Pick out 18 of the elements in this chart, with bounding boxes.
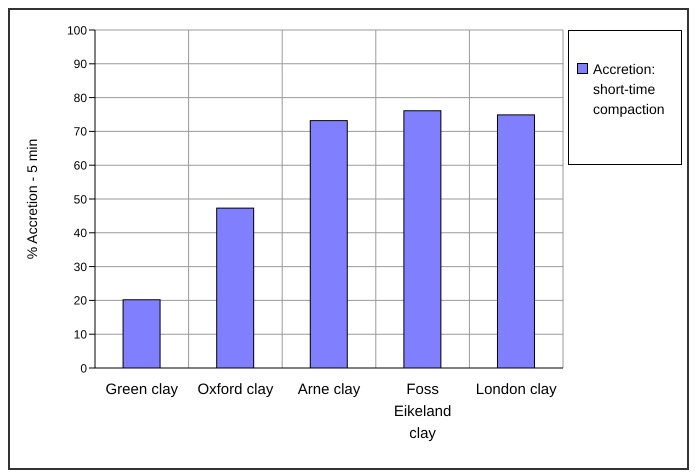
y-tick-label: 80: [74, 90, 88, 105]
legend-label: Accretion: short-time compaction: [593, 60, 666, 119]
y-axis-title: % Accretion - 5 min: [24, 138, 40, 260]
y-tick-label: 90: [74, 57, 88, 72]
y-tick-label: 100: [66, 23, 88, 38]
x-tick-label: Green clay: [106, 381, 179, 398]
x-tick-label: London clay: [476, 381, 558, 398]
y-tick-label: 50: [74, 192, 88, 206]
x-tick-label: Foss Eikeland clay: [394, 381, 452, 442]
y-tick-label: 60: [74, 158, 88, 172]
x-tick-label: Oxford clay: [197, 381, 274, 398]
y-tick-label: 10: [74, 327, 88, 342]
y-tick-label: 0: [80, 361, 88, 376]
y-tick-label: 40: [74, 226, 88, 240]
y-tick-label: 70: [74, 124, 88, 139]
y-tick-label: 30: [74, 260, 88, 274]
x-tick-label: Arne clay: [298, 381, 361, 398]
y-tick-label: 20: [74, 294, 88, 308]
